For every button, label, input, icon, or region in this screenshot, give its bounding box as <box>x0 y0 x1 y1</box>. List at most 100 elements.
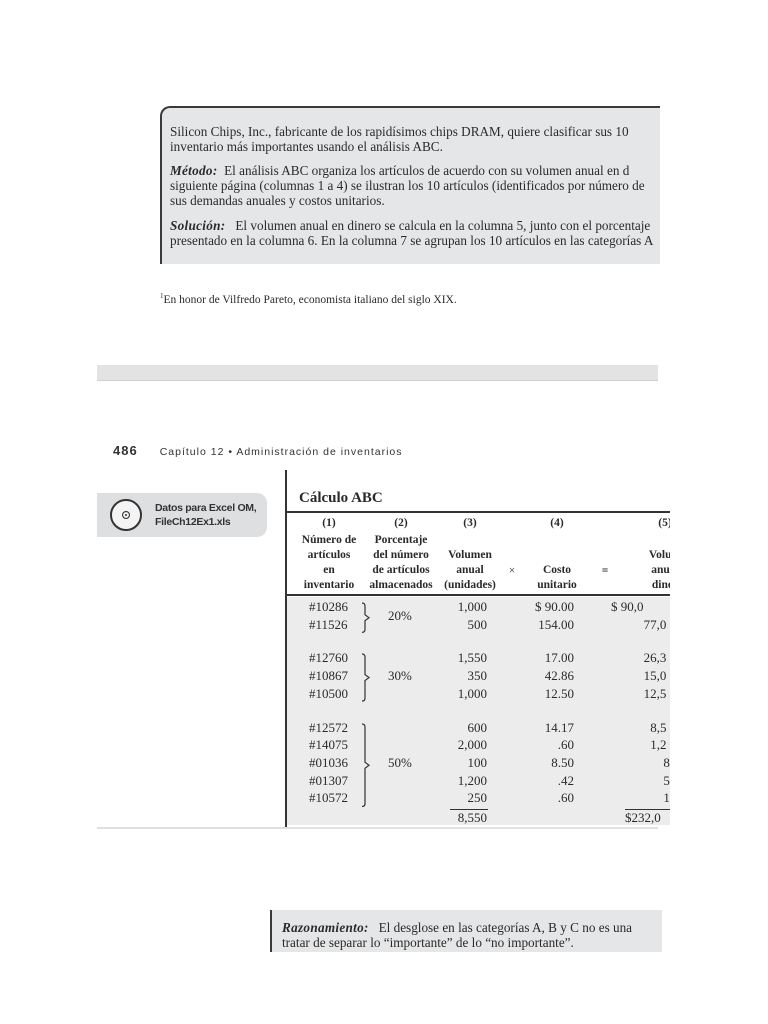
annual-volume: 1,550 <box>457 650 487 666</box>
unit-cost: 14.17 <box>544 719 574 735</box>
item-number: #10572 <box>309 790 348 806</box>
column-header-line: almacenados <box>369 579 433 591</box>
annual-dollar-volume: 12,5 <box>643 685 667 701</box>
group-percent: 50% <box>388 754 412 770</box>
page-header: 486 Capítulo 12 • Administración de inven… <box>113 443 403 458</box>
annual-volume: 100 <box>467 754 488 770</box>
unit-cost: .42 <box>557 772 574 788</box>
callout-line: Datos para Excel OM, <box>155 502 257 514</box>
callout-text: Datos para Excel OM, FileCh12Ex1.xls <box>155 501 257 529</box>
problem-intro: Silicon Chips, Inc., fabricante de los r… <box>170 124 629 154</box>
group-percent: 20% <box>388 607 412 623</box>
column-header-line: (unidades) <box>444 579 496 591</box>
column-header-line: Porcentaje <box>374 534 428 546</box>
column-number: (1) <box>322 517 336 529</box>
annual-dollar-volume: 8,5 <box>650 719 667 735</box>
unit-cost: 12.50 <box>544 685 574 701</box>
header-top-rule <box>287 511 670 513</box>
group-brace-icon <box>361 653 370 703</box>
item-number: #10500 <box>309 685 348 701</box>
group-percent: 30% <box>388 667 412 683</box>
annual-volume: 1,200 <box>457 772 487 788</box>
item-number: #10286 <box>309 599 348 614</box>
column-header-line: inventario <box>303 579 355 591</box>
column-header-line: Número de <box>301 534 357 546</box>
solution-line: El volumen anual en dinero se calcula en… <box>235 218 651 233</box>
column-header-line: del número <box>373 549 429 561</box>
reasoning-box: Razonamiento: El desglose en las categor… <box>270 910 662 952</box>
column-header-line: Volum <box>648 549 670 561</box>
total-rule <box>625 808 670 810</box>
method-label: Método: <box>170 163 218 178</box>
intro-line: Silicon Chips, Inc., fabricante de los r… <box>170 124 629 139</box>
item-number: #11526 <box>309 616 348 632</box>
reasoning-line: El desglose en las categorías A, B y C n… <box>378 920 633 935</box>
column-number: (5) <box>658 517 670 529</box>
item-number: #14075 <box>309 737 348 753</box>
annual-dollar-volume: 26,3 <box>643 650 667 666</box>
annual-volume: 2,000 <box>457 737 487 753</box>
example-problem-box: Silicon Chips, Inc., fabricante de los r… <box>160 106 660 264</box>
solution-label: Solución: <box>170 218 226 233</box>
annual-volume: 600 <box>467 719 488 735</box>
times-sign: × <box>508 565 516 577</box>
unit-cost: 17.00 <box>544 650 574 666</box>
item-number: #01036 <box>309 754 348 770</box>
group-brace-icon <box>361 722 370 807</box>
reasoning-label: Razonamiento: <box>282 920 369 935</box>
annual-volume: 500 <box>467 616 488 632</box>
table-body-background <box>287 597 670 825</box>
unit-cost: $ 90.00 <box>535 599 574 614</box>
column-header-line: Volumen <box>448 549 492 561</box>
method-line: El análisis ABC organiza los artículos d… <box>224 163 630 178</box>
column-number: (4) <box>550 517 564 529</box>
total-rule <box>450 808 488 810</box>
column-header-line: en <box>323 564 335 576</box>
footnote: 1En honor de Vilfredo Pareto, economista… <box>160 292 457 306</box>
solution-paragraph: Solución: El volumen anual en dinero se … <box>170 218 653 248</box>
intro-line: inventario más importantes usando el aná… <box>170 139 443 154</box>
column-header-line: anual <box>456 564 484 576</box>
page-separator <box>97 365 658 381</box>
chapter-title: Capítulo 12 • Administración de inventar… <box>159 446 403 458</box>
abc-table: Cálculo ABC × = (1) Número de artículos en i… <box>285 470 670 828</box>
column-header-line: Costo <box>542 564 572 576</box>
total-dollar-volume: $232,0 <box>625 810 661 825</box>
solution-line: presentado en la columna 6. En la column… <box>170 233 654 248</box>
method-line: siguiente página (columnas 1 a 4) se ilu… <box>170 178 645 193</box>
method-line: sus demandas anuales y costos unitarios. <box>170 193 385 208</box>
annual-dollar-volume: 15,0 <box>643 668 667 684</box>
footnote-mark: 1 <box>160 292 164 300</box>
annual-dollar-volume: 1,2 <box>650 737 667 753</box>
column-header-line: artículos <box>307 549 351 561</box>
equals-sign: = <box>601 565 609 577</box>
page-bottom-rule <box>97 827 658 829</box>
callout-filename: FileCh12Ex1.xls <box>155 516 231 528</box>
footnote-text: En honor de Vilfredo Pareto, economista … <box>163 293 457 306</box>
annual-dollar-volume: 1 <box>663 790 670 806</box>
reasoning-line: tratar de separar lo “importante” de lo … <box>282 935 574 950</box>
column-header-line: anual <box>651 564 670 576</box>
method-paragraph: Método: El análisis ABC organiza los art… <box>170 163 645 208</box>
annual-dollar-volume: 8 <box>663 754 670 770</box>
annual-volume: 350 <box>467 668 488 684</box>
item-number: #10867 <box>309 668 348 684</box>
annual-volume: 1,000 <box>457 599 487 614</box>
column-number: (3) <box>463 517 477 529</box>
annual-volume: 1,000 <box>457 685 487 701</box>
annual-dollar-volume: $ 90,0 <box>611 599 644 614</box>
column-header-line: diner <box>651 579 670 591</box>
unit-cost: 154.00 <box>538 616 574 632</box>
item-number: #01307 <box>309 772 348 788</box>
column-number: (2) <box>394 517 408 529</box>
annual-dollar-volume: 5 <box>663 772 670 788</box>
table-title: Cálculo ABC <box>299 490 383 506</box>
annual-volume: 250 <box>467 790 488 806</box>
item-number: #12760 <box>309 650 348 666</box>
header-bottom-rule <box>287 594 670 596</box>
cd-disc-icon <box>110 499 142 531</box>
unit-cost: 8.50 <box>551 754 574 770</box>
unit-cost: 42.86 <box>544 668 574 684</box>
total-volume: 8,550 <box>457 810 487 825</box>
column-header-line: unitario <box>537 579 577 591</box>
